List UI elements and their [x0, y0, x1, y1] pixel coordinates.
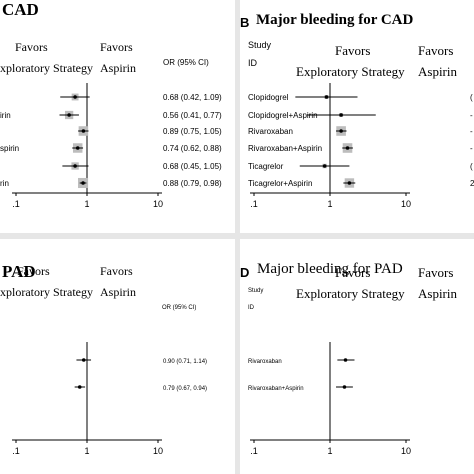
panel-b-row-estimate: - — [470, 144, 473, 153]
panel-b-row-estimate: ( — [470, 93, 473, 102]
panel-a-row-label: rin — [0, 179, 9, 188]
panel-b-favors-left-sub: Exploratory Strategy — [296, 64, 405, 79]
panel-b-row-label: Rivaroxaban — [248, 127, 293, 136]
panel-b-tick-label: .1 — [250, 199, 258, 209]
panel-b-letter: B — [240, 15, 250, 30]
panel-divider-horizontal — [0, 233, 474, 239]
panel-a-row-estimate: 0.74 (0.62, 0.88) — [163, 144, 222, 153]
panel-c-tick-label: .1 — [12, 446, 20, 456]
panel-d-title: Major bleeding for PAD — [257, 261, 403, 277]
panel-c-favors-left-sub: xploratory Strategy — [0, 285, 93, 299]
panel-d-row-label: Rivaroxaban+Aspirin — [248, 386, 304, 392]
panel-c-point — [81, 358, 86, 362]
panel-c-tick-label: 1 — [84, 446, 89, 456]
panel-d-favors-left-sub: Exploratory Strategy — [296, 286, 405, 301]
panel-d-favors-left: Favors — [335, 265, 371, 280]
panel-b-row-estimate: - — [470, 127, 473, 136]
panel-a-favors-left-sub: xploratory Strategy — [0, 61, 93, 75]
panel-b-tick-label: 10 — [401, 199, 411, 209]
panel-b-row-label: Ticagrelor+Aspirin — [248, 179, 312, 188]
panel-a-point — [75, 146, 80, 150]
panel-b-id: ID — [248, 58, 257, 68]
panel-d-tick-label: .1 — [250, 446, 258, 456]
panel-d-tick-label: 10 — [401, 446, 411, 456]
panel-c-favors-left: Favors — [17, 264, 50, 278]
panel-a-row-label: irin — [0, 111, 11, 120]
panel-b-favors-right-sub: Aspirin — [418, 64, 457, 79]
panel-d-point — [342, 385, 347, 389]
panel-c-or-header: OR (95% CI) — [162, 305, 197, 311]
panel-a-or-header: OR (95% CI) — [163, 58, 209, 67]
panel-c-title: PAD — [2, 262, 36, 281]
panel-a-row-estimate: 0.88 (0.79, 0.98) — [163, 179, 222, 188]
panel-b-point — [347, 181, 352, 185]
panel-b-point — [322, 164, 327, 168]
panel-b-row-estimate: 2 — [470, 179, 474, 188]
panel-d-favors-right-sub: Aspirin — [418, 286, 457, 301]
panel-a-title: CAD — [2, 0, 39, 19]
panel-a-point — [67, 113, 71, 117]
panel-d-row-label: Rivaroxaban — [248, 359, 282, 365]
panel-b-row-estimate: - — [470, 111, 473, 120]
panel-c-favors-right-sub: Aspirin — [100, 285, 136, 299]
panel-b-favors-right: Favors — [418, 43, 454, 58]
panel-b-row-label: Ticagrelor — [248, 162, 284, 171]
panel-c-favors-right: Favors — [100, 264, 133, 278]
panel-a-point — [73, 95, 77, 99]
panel-d-letter: D — [240, 265, 250, 280]
panel-c-row-estimate: 0.79 (0.67, 0.94) — [163, 386, 207, 392]
panel-d-point — [343, 358, 348, 362]
panel-a-point — [81, 129, 86, 133]
panel-c-point — [77, 385, 82, 389]
panel-a-point — [81, 181, 85, 185]
panel-b-point — [339, 129, 343, 133]
panel-d-id: ID — [248, 305, 254, 311]
panel-b-favors-left: Favors — [335, 43, 371, 58]
panel-b-point — [339, 113, 343, 117]
panel-a-tick-label: 10 — [153, 199, 163, 209]
panel-a-row-estimate: 0.89 (0.75, 1.05) — [163, 127, 222, 136]
panel-a-row-estimate: 0.68 (0.45, 1.05) — [163, 162, 222, 171]
panel-b-study: Study — [248, 40, 272, 50]
panel-b-row-label: Rivaroxaban+Aspirin — [248, 144, 322, 153]
panel-b-row-label: Clopidogrel — [248, 93, 289, 102]
panel-b-point — [345, 146, 350, 150]
panel-d-favors-right: Favors — [418, 265, 454, 280]
panel-c-row-estimate: 0.90 (0.71, 1.14) — [163, 359, 207, 365]
panel-a-tick-label: 1 — [84, 199, 89, 209]
panel-a-favors-left: Favors — [15, 40, 48, 54]
panel-b-title: Major bleeding for CAD — [256, 12, 414, 28]
panel-a-tick-label: .1 — [12, 199, 20, 209]
panel-a-row-estimate: 0.68 (0.42, 1.09) — [163, 93, 222, 102]
panel-a-row-label: spirin — [0, 144, 19, 153]
panel-a-favors-right-sub: Aspirin — [100, 61, 136, 75]
panel-b-row-estimate: ( — [470, 162, 473, 171]
panel-a-favors-right: Favors — [100, 40, 133, 54]
panel-a-point — [73, 164, 77, 168]
panel-d-tick-label: 1 — [327, 446, 332, 456]
panel-b-point — [324, 95, 329, 99]
panel-b-tick-label: 1 — [327, 199, 332, 209]
panel-b-row-label: Clopidogrel+Aspirin — [248, 111, 318, 120]
panel-d-study: Study — [248, 288, 264, 294]
panel-c-tick-label: 10 — [153, 446, 163, 456]
panel-a-row-estimate: 0.56 (0.41, 0.77) — [163, 111, 222, 120]
